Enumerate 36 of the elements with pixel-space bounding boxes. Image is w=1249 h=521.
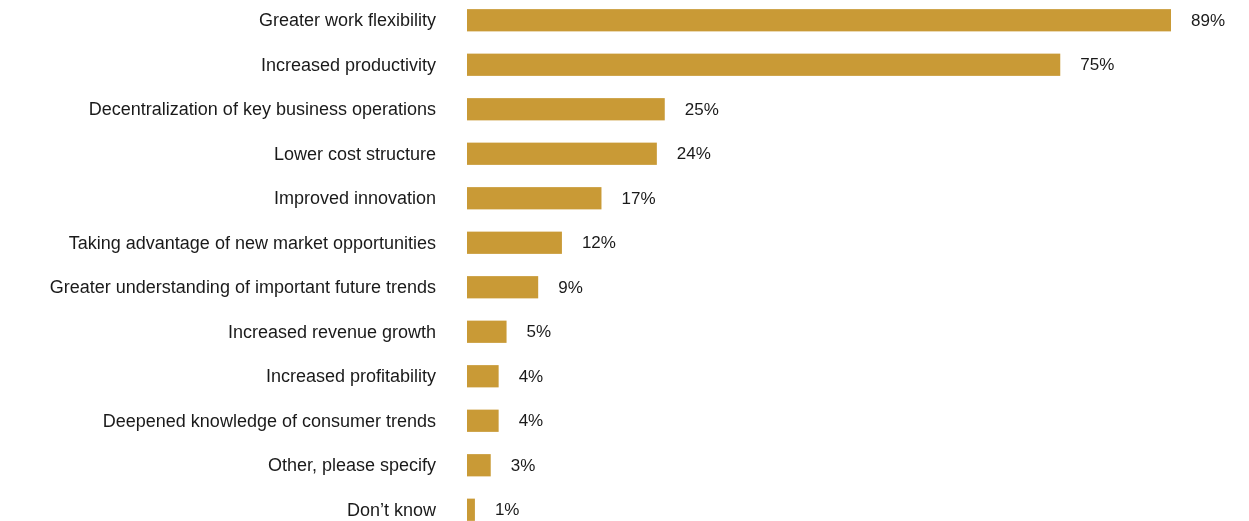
y-tick-label: Other, please specify: [267, 455, 436, 476]
bar: [467, 53, 1061, 76]
y-tick-label: Improved innovation: [273, 188, 436, 209]
y-tick-label: Decentralization of key business operations: [88, 99, 436, 120]
y-tick-label: Increased profitability: [265, 366, 436, 387]
data-label: 17%: [621, 188, 656, 208]
bar: [467, 276, 539, 299]
y-tick-label: Deepened knowledge of consumer trends: [102, 410, 436, 431]
bar: [467, 231, 562, 254]
y-tick-label: Lower cost structure: [273, 143, 436, 164]
data-label: 75%: [1080, 55, 1115, 75]
bar: [467, 187, 602, 210]
data-label: 4%: [518, 366, 544, 386]
bar: [467, 320, 507, 343]
data-label: 5%: [526, 322, 552, 342]
y-tick-label: Increased productivity: [260, 54, 436, 75]
data-label: 1%: [494, 500, 520, 520]
bar: [467, 98, 665, 121]
data-label: 89%: [1191, 10, 1226, 30]
y-tick-label: Greater work flexibility: [258, 10, 436, 31]
bar: [467, 409, 499, 432]
data-label: 4%: [518, 411, 544, 431]
bar: [467, 9, 1171, 32]
bar: [467, 142, 657, 165]
data-label: 3%: [510, 455, 536, 475]
y-tick-label: Don’t know: [346, 499, 437, 520]
data-label: 12%: [581, 233, 616, 253]
data-label: 24%: [676, 144, 711, 164]
bar: [467, 365, 499, 388]
data-label: 25%: [684, 99, 719, 119]
y-tick-label: Greater understanding of important future trends: [49, 277, 436, 298]
bar: [467, 454, 491, 477]
bar: [467, 498, 475, 521]
data-label: 9%: [558, 277, 583, 297]
y-tick-label: Increased revenue growth: [227, 321, 436, 342]
y-tick-label: Taking advantage of new market opportunities: [68, 232, 436, 253]
